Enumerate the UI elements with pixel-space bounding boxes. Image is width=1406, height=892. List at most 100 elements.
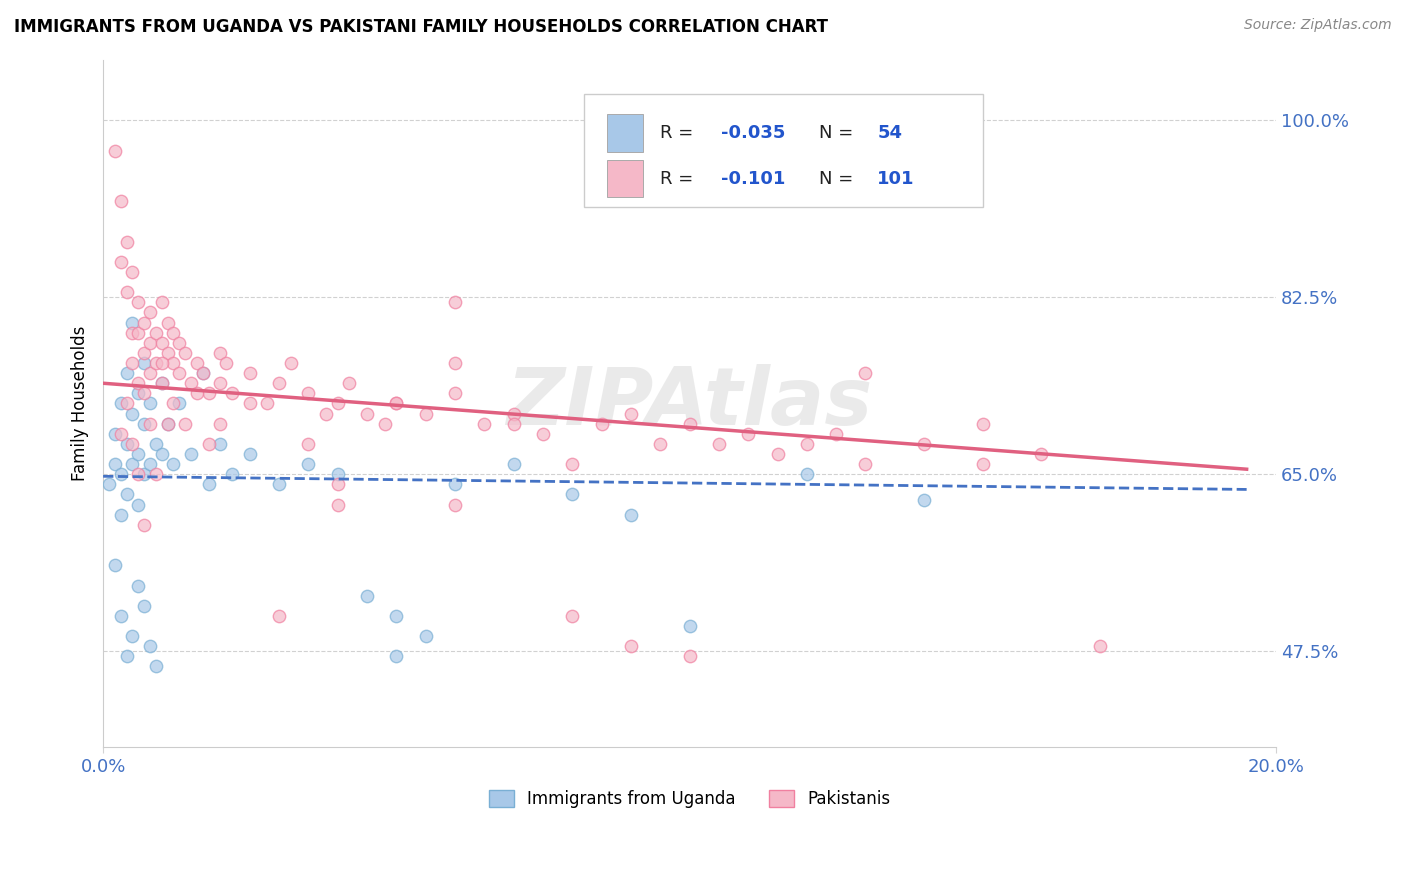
Point bbox=[104, 426, 127, 441]
Point bbox=[256, 396, 278, 410]
Point bbox=[110, 255, 132, 269]
Point bbox=[620, 508, 643, 522]
Point bbox=[121, 457, 143, 471]
Point bbox=[150, 376, 173, 391]
Point bbox=[678, 619, 700, 633]
Point bbox=[162, 356, 184, 370]
Point bbox=[110, 396, 132, 410]
Point bbox=[339, 376, 361, 391]
Point bbox=[169, 366, 191, 380]
Point bbox=[209, 376, 232, 391]
Point bbox=[221, 386, 243, 401]
Point bbox=[145, 437, 167, 451]
Point bbox=[134, 417, 156, 431]
Point bbox=[115, 235, 138, 249]
Text: N =: N = bbox=[818, 169, 859, 187]
Point bbox=[209, 437, 232, 451]
Point bbox=[326, 477, 349, 491]
Text: N =: N = bbox=[818, 124, 859, 142]
Point bbox=[121, 316, 143, 330]
Point bbox=[115, 396, 138, 410]
Point bbox=[139, 417, 162, 431]
Point bbox=[209, 346, 232, 360]
Point bbox=[326, 396, 349, 410]
Point bbox=[267, 608, 290, 623]
Point bbox=[620, 407, 643, 421]
Point bbox=[444, 356, 467, 370]
Point bbox=[145, 659, 167, 673]
Point bbox=[825, 426, 848, 441]
Point bbox=[267, 477, 290, 491]
Point bbox=[162, 326, 184, 340]
Text: Source: ZipAtlas.com: Source: ZipAtlas.com bbox=[1244, 18, 1392, 32]
Point bbox=[620, 639, 643, 653]
Point bbox=[104, 558, 127, 573]
Point bbox=[356, 589, 378, 603]
Point bbox=[127, 578, 149, 592]
Point bbox=[561, 608, 583, 623]
Point bbox=[502, 407, 524, 421]
Point bbox=[385, 396, 408, 410]
Point bbox=[444, 477, 467, 491]
Y-axis label: Family Households: Family Households bbox=[72, 326, 89, 481]
Point bbox=[127, 467, 149, 482]
Point bbox=[115, 366, 138, 380]
Point bbox=[145, 356, 167, 370]
Text: R =: R = bbox=[661, 124, 699, 142]
Point bbox=[121, 265, 143, 279]
Point bbox=[707, 437, 730, 451]
Point bbox=[215, 356, 238, 370]
Point bbox=[134, 599, 156, 613]
Point bbox=[186, 356, 208, 370]
Legend: Immigrants from Uganda, Pakistanis: Immigrants from Uganda, Pakistanis bbox=[482, 783, 897, 814]
Point bbox=[115, 437, 138, 451]
Point bbox=[326, 467, 349, 482]
Point bbox=[209, 417, 232, 431]
Point bbox=[502, 417, 524, 431]
Point bbox=[134, 467, 156, 482]
Point bbox=[221, 467, 243, 482]
Point bbox=[197, 437, 219, 451]
Text: 101: 101 bbox=[877, 169, 915, 187]
Point bbox=[444, 498, 467, 512]
Point bbox=[145, 467, 167, 482]
Point bbox=[972, 457, 994, 471]
Point bbox=[134, 517, 156, 532]
Point bbox=[737, 426, 759, 441]
Point bbox=[134, 356, 156, 370]
Point bbox=[267, 376, 290, 391]
Point bbox=[174, 346, 197, 360]
Point bbox=[139, 396, 162, 410]
Point bbox=[766, 447, 789, 461]
Point bbox=[326, 498, 349, 512]
Point bbox=[1088, 639, 1111, 653]
Text: -0.101: -0.101 bbox=[721, 169, 786, 187]
Point bbox=[561, 487, 583, 501]
Point bbox=[472, 417, 495, 431]
Point bbox=[796, 437, 818, 451]
Point bbox=[169, 396, 191, 410]
Point bbox=[98, 477, 121, 491]
Point bbox=[150, 356, 173, 370]
Point bbox=[127, 326, 149, 340]
Point bbox=[385, 649, 408, 664]
Point bbox=[444, 386, 467, 401]
Point bbox=[180, 376, 202, 391]
Point bbox=[315, 407, 337, 421]
Point bbox=[145, 326, 167, 340]
Point bbox=[180, 447, 202, 461]
Point bbox=[650, 437, 672, 451]
Point bbox=[150, 295, 173, 310]
Point bbox=[121, 356, 143, 370]
Point bbox=[139, 366, 162, 380]
Point bbox=[127, 386, 149, 401]
Point bbox=[191, 366, 214, 380]
Point bbox=[127, 498, 149, 512]
Point bbox=[972, 417, 994, 431]
Point bbox=[186, 386, 208, 401]
Point bbox=[385, 608, 408, 623]
Point bbox=[110, 608, 132, 623]
Point bbox=[156, 417, 179, 431]
Point bbox=[139, 305, 162, 319]
Point bbox=[139, 457, 162, 471]
